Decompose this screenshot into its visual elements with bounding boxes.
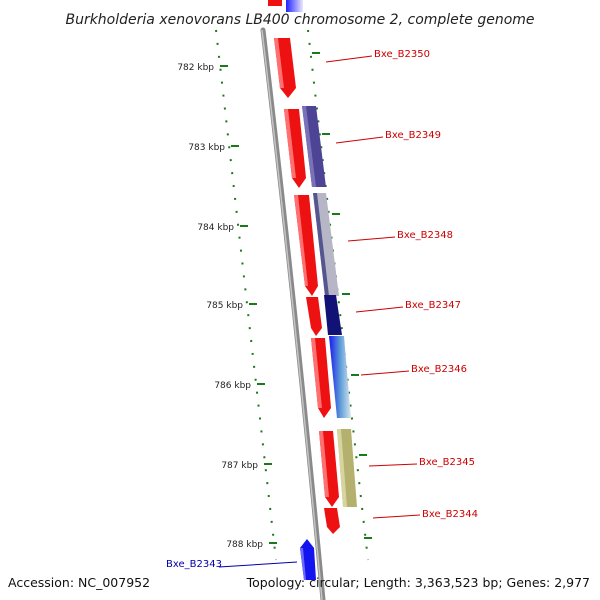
- gene-label-bxe-b2348[interactable]: Bxe_B2348: [397, 230, 453, 241]
- kbp-label-786: 786 kbp: [214, 381, 251, 391]
- kbp-label-784: 784 kbp: [197, 223, 234, 233]
- kbp-label-783: 783 kbp: [188, 143, 225, 153]
- scale-dots-left: [215, 29, 277, 561]
- forward-gene-top[interactable]: [268, 0, 282, 6]
- gene-label-bxe-b2346[interactable]: Bxe_B2346: [411, 364, 467, 375]
- summary-text: Topology: circular; Length: 3,363,523 bp…: [246, 575, 590, 590]
- map-title: Burkholderia xenovorans LB400 chromosome…: [65, 12, 534, 28]
- label-connectors: [218, 55, 421, 568]
- gene-bxe-b2344[interactable]: [324, 508, 340, 534]
- chromosome-backbone: [260, 27, 326, 600]
- kbp-tick-marks: [220, 52, 372, 544]
- gene-label-bxe-b2349[interactable]: Bxe_B2349: [385, 130, 441, 141]
- gene-label-bxe-b2344[interactable]: Bxe_B2344: [422, 509, 478, 520]
- accession-text: Accession: NC_007952: [8, 575, 150, 590]
- kbp-label-782: 782 kbp: [177, 63, 214, 73]
- reverse-gene-top[interactable]: [286, 0, 303, 12]
- kbp-label-787: 787 kbp: [221, 461, 258, 471]
- kbp-label-788: 788 kbp: [226, 540, 263, 550]
- gene-bxe-b2346[interactable]: [329, 336, 351, 418]
- gene-label-bxe-b2345[interactable]: Bxe_B2345: [419, 457, 475, 468]
- kbp-label-785: 785 kbp: [206, 301, 243, 311]
- gene-label-bxe-b2347[interactable]: Bxe_B2347: [405, 300, 461, 311]
- gene-bxe-b2347[interactable]: [324, 295, 342, 335]
- gene-label-bxe-b2350[interactable]: Bxe_B2350: [374, 49, 430, 60]
- gene-bxe-b2347-forward[interactable]: [306, 297, 322, 336]
- gene-label-bxe-b2343[interactable]: Bxe_B2343: [166, 559, 222, 570]
